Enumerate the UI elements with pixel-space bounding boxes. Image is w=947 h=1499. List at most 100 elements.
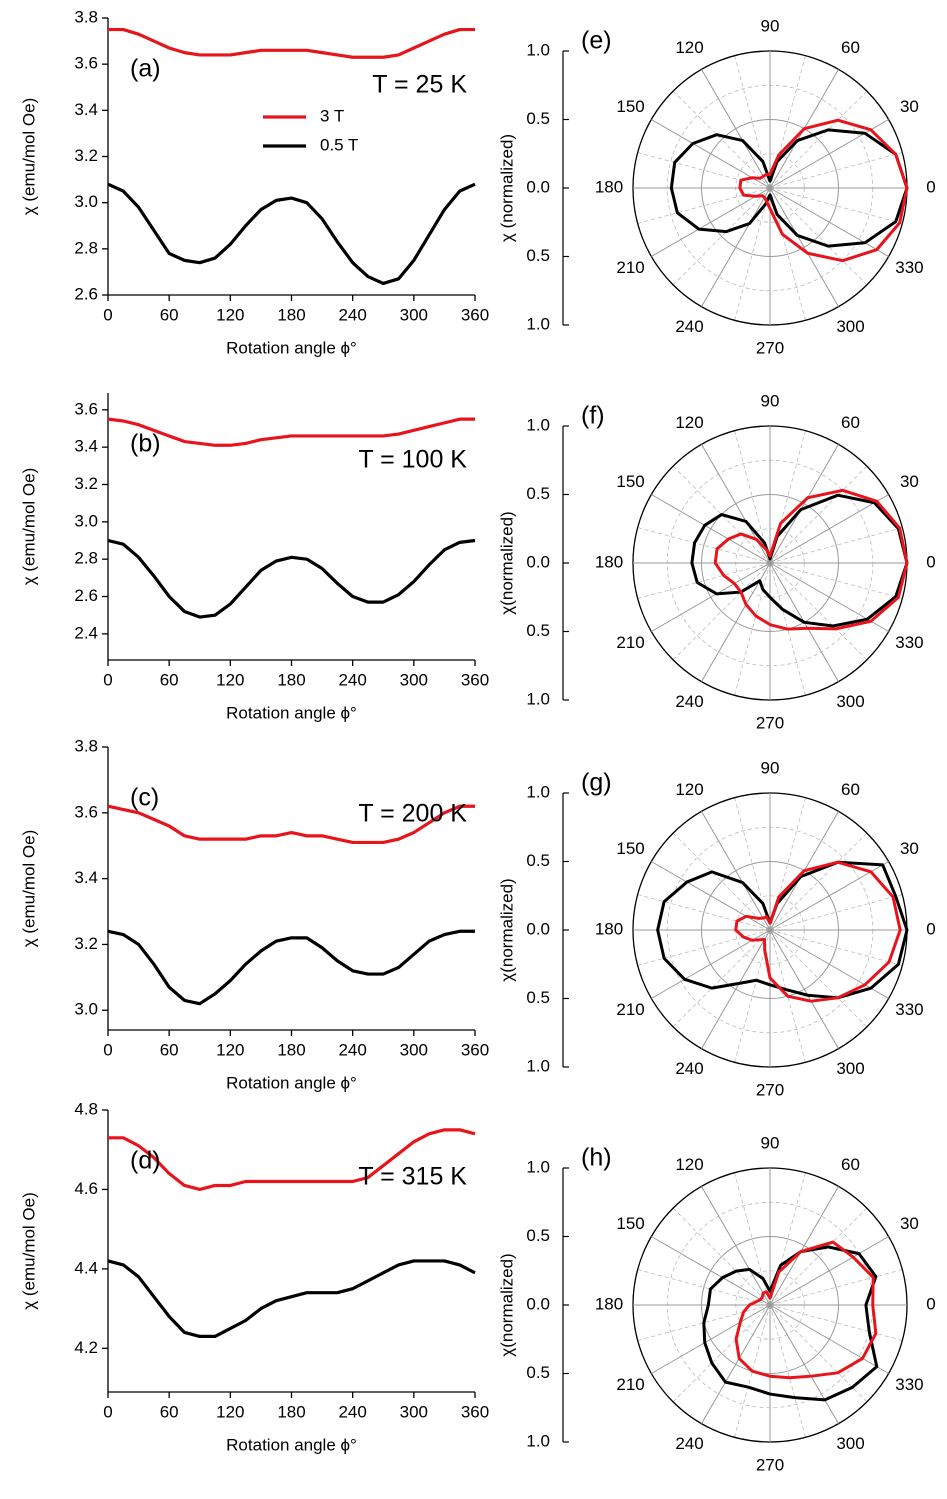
x-tick-label: 240 [338,1040,366,1059]
panel-label: (e) [581,27,612,55]
y-axis-title: χ(normalized) [497,878,516,981]
x-tick-label: 120 [216,1402,244,1421]
minor-spoke [769,1207,868,1306]
y-tick-label: 3.4 [74,100,98,119]
x-tick-label: 180 [277,1040,305,1059]
r-tick-label: 1.0 [526,689,550,708]
x-tick-label: 300 [400,670,428,689]
r-tick-label: 0.5 [526,1226,550,1245]
minor-spoke [734,562,771,696]
theta-tick-label: 330 [895,1375,923,1394]
theta-tick-label: 30 [900,1214,919,1233]
spoke [769,1186,839,1306]
r-tick-label: 1.0 [526,1157,550,1176]
r-tick-label: 0.5 [526,246,550,265]
data-line [107,182,476,286]
theta-tick-label: 270 [756,1080,784,1099]
r-tick-label: 0.0 [526,177,550,196]
data-line [107,538,476,619]
theta-tick-label: 90 [761,758,780,777]
minor-spoke [769,894,903,931]
theta-tick-label: 300 [836,317,864,336]
x-tick-label: 120 [216,305,244,324]
panel-label: (f) [581,402,605,430]
minor-spoke [672,929,771,1028]
minor-spoke [769,187,868,286]
panel-label: (c) [130,784,159,812]
x-axis-title: Rotation angle ϕ° [226,1435,357,1454]
spoke [769,1304,839,1424]
r-tick-label: 1.0 [526,415,550,434]
minor-spoke [672,465,771,564]
spoke [701,444,771,564]
theta-tick-label: 240 [675,692,703,711]
x-tick-label: 240 [338,1402,366,1421]
spoke [651,929,771,999]
theta-tick-label: 60 [841,780,860,799]
theta-tick-label: 240 [675,317,703,336]
theta-tick-label: 0 [926,1294,935,1313]
y-tick-label: 3.0 [74,1000,98,1019]
theta-tick-label: 0 [926,919,935,938]
theta-tick-label: 150 [616,839,644,858]
y-tick-label: 3.4 [74,868,98,887]
data-line [108,1128,476,1192]
spoke [769,929,839,1049]
spoke [769,444,839,564]
theta-tick-label: 0 [926,552,935,571]
r-tick-label: 1.0 [526,782,550,801]
x-tick-label: 60 [160,305,179,324]
theta-tick-label: 180 [595,1294,623,1313]
theta-tick-label: 30 [900,839,919,858]
minor-spoke [734,1304,771,1438]
minor-spoke [637,527,771,564]
spoke [651,187,771,257]
spoke [651,494,771,564]
r-tick-label: 1.0 [526,314,550,333]
spoke [651,119,771,189]
x-tick-label: 300 [400,1040,428,1059]
x-axis-title: Rotation angle ϕ° [226,1073,357,1092]
minor-spoke [769,832,868,931]
minor-spoke [769,465,868,564]
y-axis-title: χ (emu/mol Oe) [19,830,38,948]
x-tick-label: 360 [461,1402,489,1421]
y-tick-label: 2.6 [74,284,98,303]
legend-label: 0.5 T [320,135,358,154]
r-tick-label: 0.0 [526,552,550,571]
minor-spoke [734,187,771,321]
r-tick-label: 0.5 [526,109,550,128]
y-tick-label: 2.8 [74,549,98,568]
x-tick-label: 0 [103,1402,112,1421]
minor-spoke [672,187,771,286]
minor-spoke [769,527,903,564]
theta-tick-label: 90 [761,16,780,35]
y-axis-title: χ (emu/mol Oe) [19,1192,38,1310]
x-tick-label: 300 [400,305,428,324]
panel-label: (g) [581,769,612,797]
x-tick-label: 0 [103,305,112,324]
spoke [701,1304,771,1424]
x-tick-label: 360 [461,1040,489,1059]
theta-tick-label: 120 [675,413,703,432]
minor-spoke [672,90,771,189]
y-tick-label: 2.6 [74,586,98,605]
y-tick-label: 3.2 [74,474,98,493]
x-tick-label: 300 [400,1402,428,1421]
x-tick-label: 60 [160,1040,179,1059]
y-tick-label: 3.8 [74,7,98,26]
theta-tick-label: 240 [675,1059,703,1078]
minor-spoke [769,562,903,599]
theta-tick-label: 330 [895,258,923,277]
theta-tick-label: 60 [841,38,860,57]
x-tick-label: 0 [103,670,112,689]
theta-tick-label: 180 [595,177,623,196]
x-axis-title: Rotation angle ϕ° [226,703,357,722]
spoke [769,861,889,931]
x-tick-label: 360 [461,305,489,324]
temperature-annotation: T = 200 K [358,800,467,828]
x-tick-label: 120 [216,670,244,689]
minor-spoke [769,929,903,966]
panel-label: (a) [130,55,161,83]
theta-tick-label: 90 [761,391,780,410]
